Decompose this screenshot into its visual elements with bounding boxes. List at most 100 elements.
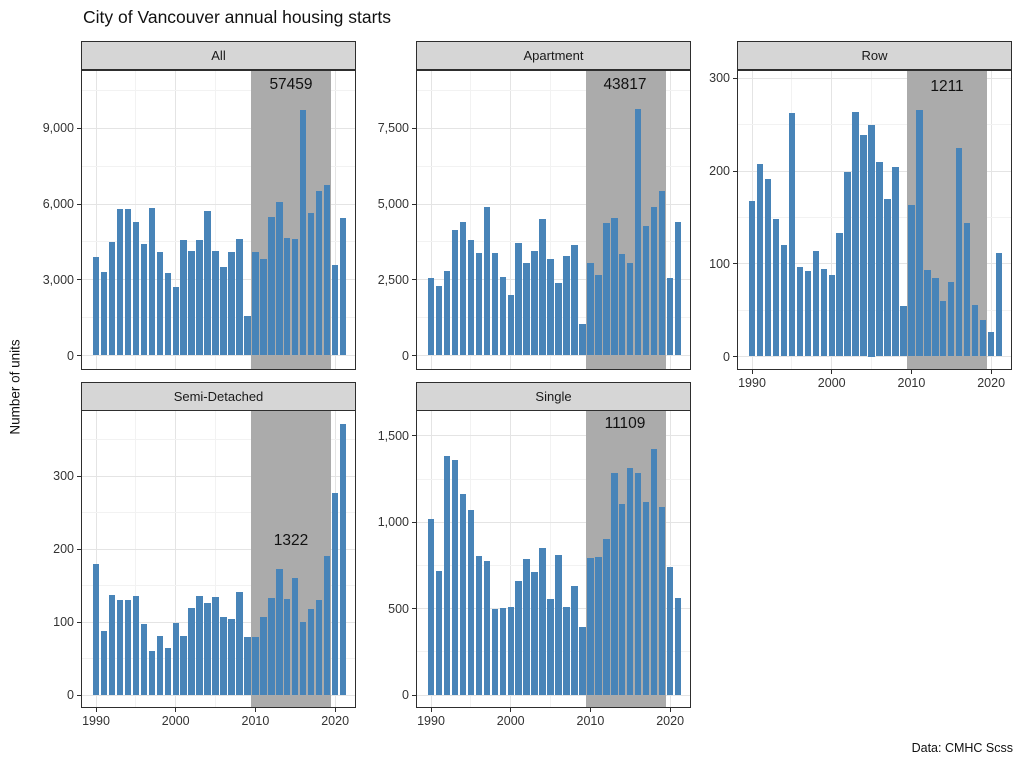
bar-semi-detached-2000: [172, 623, 179, 695]
x-tick-mark-semi-detached: [254, 708, 256, 712]
bar-single-2003: [531, 572, 538, 695]
bar-single-2004: [539, 548, 546, 695]
bar-apartment-2008: [571, 244, 578, 356]
y-tick-mark-apartment: [412, 203, 416, 205]
gridline-major-h: [416, 694, 691, 696]
y-tick-mark-apartment: [412, 355, 416, 356]
bar-single-2020: [666, 566, 674, 695]
bar-single-1994: [459, 494, 467, 695]
y-tick-label-single: 1,000: [377, 515, 409, 530]
y-tick-mark-row: [733, 356, 737, 357]
gridline-minor-h: [81, 439, 356, 440]
bar-semi-detached-2008: [236, 592, 243, 695]
x-tick-mark-semi-detached: [175, 708, 177, 712]
x-tick-label-single: 2020: [656, 714, 685, 728]
bar-row-2019: [979, 320, 987, 357]
gridline-major-h: [81, 355, 356, 356]
gridline-minor-h: [81, 512, 356, 513]
plot-area-single: [416, 410, 691, 708]
bar-all-2008: [236, 238, 243, 356]
bar-all-2020: [331, 264, 339, 356]
bar-semi-detached-1999: [164, 647, 171, 695]
bar-all-2011: [260, 258, 267, 356]
plot-area-apartment: [416, 69, 691, 370]
bar-all-2014: [284, 237, 291, 356]
bar-all-1990: [92, 256, 100, 356]
bar-single-2018: [650, 449, 658, 695]
bar-semi-detached-2013: [276, 569, 283, 695]
bar-semi-detached-2015: [292, 578, 299, 695]
bar-single-2013: [611, 473, 618, 695]
bar-apartment-2015: [627, 262, 634, 356]
gridline-major-h: [416, 203, 691, 205]
bar-single-2014: [619, 503, 626, 695]
bar-all-1996: [140, 244, 148, 356]
gridline-major-h: [737, 77, 1012, 79]
data-source-caption: Data: CMHC Scss: [911, 741, 1013, 755]
region-total-label-semi-detached: 1322: [273, 532, 309, 549]
plot-area-row: [737, 69, 1012, 370]
y-tick-mark-apartment: [412, 127, 416, 129]
bar-all-2007: [228, 252, 235, 356]
bar-single-1995: [467, 509, 475, 695]
x-tick-label-row: 2000: [817, 375, 846, 390]
gridline-major-v: [669, 69, 671, 370]
gridline-major-v: [510, 69, 512, 370]
gridline-major-h: [81, 475, 356, 477]
facet-strip-apartment: Apartment: [416, 41, 691, 70]
bar-apartment-2007: [563, 255, 570, 356]
bar-apartment-2003: [531, 251, 538, 356]
gridline-major-v: [95, 69, 97, 370]
bar-row-2004: [860, 134, 867, 357]
bar-single-1999: [499, 607, 506, 695]
x-tick-label-semi-detached: 2010: [241, 714, 270, 728]
y-tick-mark-single: [412, 521, 416, 523]
y-tick-label-row: 200: [709, 164, 730, 179]
y-tick-label-row: 0: [723, 349, 730, 364]
gridline-minor-h: [81, 585, 356, 586]
bar-semi-detached-1996: [140, 624, 148, 695]
bar-all-2019: [323, 184, 331, 356]
bar-all-1991: [100, 271, 108, 356]
bar-semi-detached-2021: [339, 424, 347, 695]
gridline-minor-v: [215, 69, 217, 370]
bar-all-2009: [244, 315, 251, 356]
bar-single-2006: [555, 555, 562, 695]
gridline-minor-h: [416, 90, 691, 92]
gridline-minor-v: [215, 410, 217, 708]
bar-semi-detached-2006: [220, 616, 227, 695]
bar-apartment-2018: [650, 206, 658, 356]
gridline-major-v: [430, 69, 432, 370]
x-tick-mark-row: [831, 369, 833, 374]
gridline-major-h: [81, 203, 356, 205]
facet-label-row: Row: [861, 47, 888, 63]
x-tick-label-row: 1990: [738, 375, 766, 390]
x-tick-label-row: 2010: [897, 375, 926, 390]
gridline-minor-h: [416, 478, 691, 480]
x-tick-label-row: 2020: [977, 375, 1006, 390]
gridline-major-v: [990, 69, 992, 370]
gridline-major-v: [510, 410, 512, 708]
bar-single-2019: [658, 507, 666, 695]
bar-row-2003: [852, 111, 859, 357]
bar-all-1994: [124, 208, 132, 356]
y-tick-label-all: 9,000: [42, 121, 74, 136]
bar-semi-detached-2018: [315, 600, 323, 695]
bar-semi-detached-2011: [260, 616, 267, 695]
bar-row-1991: [756, 163, 764, 357]
bar-apartment-1999: [499, 276, 506, 356]
y-tick-mark-apartment: [412, 279, 416, 281]
bar-all-2013: [276, 201, 283, 356]
y-tick-mark-single: [412, 608, 416, 610]
y-tick-label-all: 3,000: [42, 272, 74, 287]
gridline-major-h: [416, 355, 691, 356]
bar-row-1993: [772, 219, 780, 357]
bar-single-2012: [603, 538, 610, 695]
bar-semi-detached-2001: [180, 635, 187, 695]
x-tick-label-single: 1990: [417, 714, 445, 728]
plot-area-all: [81, 69, 356, 370]
y-tick-mark-semi-detached: [77, 694, 81, 696]
bar-row-1999: [820, 269, 827, 357]
bar-apartment-2011: [595, 274, 602, 356]
y-tick-mark-semi-detached: [77, 621, 81, 623]
